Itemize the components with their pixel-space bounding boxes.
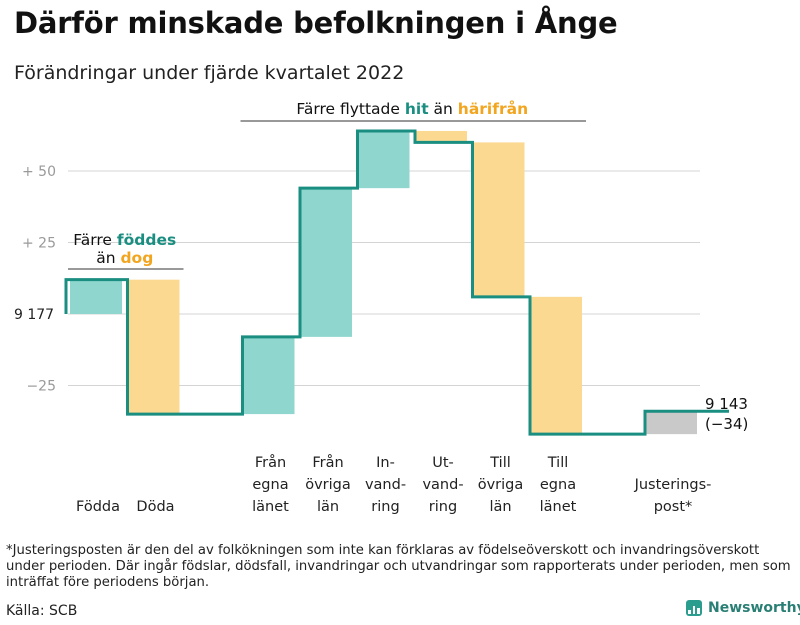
source-label: Källa: SCB — [6, 603, 78, 619]
category-label-5-0: Ut- — [432, 455, 454, 471]
category-label-2-1: egna — [252, 477, 288, 493]
category-label-3-1: övriga — [305, 477, 351, 493]
category-label-4-1: vand- — [365, 477, 406, 493]
y-tick-label-2: −25 — [26, 379, 56, 395]
footnote: *Justeringsposten är den del av folkökni… — [6, 543, 791, 590]
category-label-2-2: länet — [252, 499, 289, 515]
category-label-7-2: länet — [540, 499, 577, 515]
category-label-4-0: In- — [376, 455, 395, 471]
category-label-2-0: Från — [255, 454, 286, 471]
category-label-6-1: övriga — [478, 477, 524, 493]
y-tick-label-1: + 25 — [22, 236, 56, 252]
category-label-5-2: ring — [429, 499, 457, 515]
category-label-0-0: Födda — [76, 499, 120, 515]
category-label-3-0: Från — [312, 454, 343, 471]
bar-0 — [70, 279, 122, 314]
cumulative-step-line — [64, 129, 729, 436]
bar-5 — [415, 130, 467, 143]
annotation-births-line2: än dog — [96, 249, 153, 267]
category-label-1-0: Döda — [136, 499, 174, 515]
category-label-6-2: län — [489, 499, 511, 515]
category-label-8-0: Justerings- — [634, 477, 712, 493]
bar-8 — [645, 411, 697, 435]
bar-6 — [472, 142, 525, 297]
bar-2 — [242, 336, 295, 415]
category-label-6-0: Till — [489, 455, 511, 471]
end-change-label: (−34) — [705, 415, 748, 433]
end-value-label: 9 143 — [705, 395, 748, 413]
brand-name: Newsworthy — [708, 600, 800, 616]
start-value-label: 9 177 — [14, 307, 54, 323]
bar-1 — [127, 279, 180, 415]
category-label-8-1: post* — [654, 499, 693, 515]
chart-title: Därför minskade befolkningen i Ånge — [14, 6, 618, 40]
category-label-7-0: Till — [547, 455, 569, 471]
waterfall-chart: + 50 + 25 −25 9 177 Födda Döda Från egna länet Fr… — [14, 99, 748, 515]
y-tick-label-0: + 50 — [22, 164, 56, 180]
category-label-3-2: län — [317, 499, 339, 515]
bar-7 — [530, 296, 582, 435]
newsworthy-icon — [686, 600, 702, 616]
category-label-7-1: egna — [540, 477, 576, 493]
annotation-migration: Färre flyttade hit än härifrån — [296, 99, 528, 118]
brand-logo: Newsworthy — [686, 600, 800, 616]
chart-subtitle: Förändringar under fjärde kvartalet 2022 — [14, 62, 405, 84]
bar-3 — [300, 188, 352, 337]
category-label-4-2: ring — [371, 499, 399, 515]
category-label-5-1: vand- — [422, 477, 463, 493]
bar-4 — [357, 130, 410, 189]
annotation-births-line1: Färre föddes — [73, 231, 176, 249]
